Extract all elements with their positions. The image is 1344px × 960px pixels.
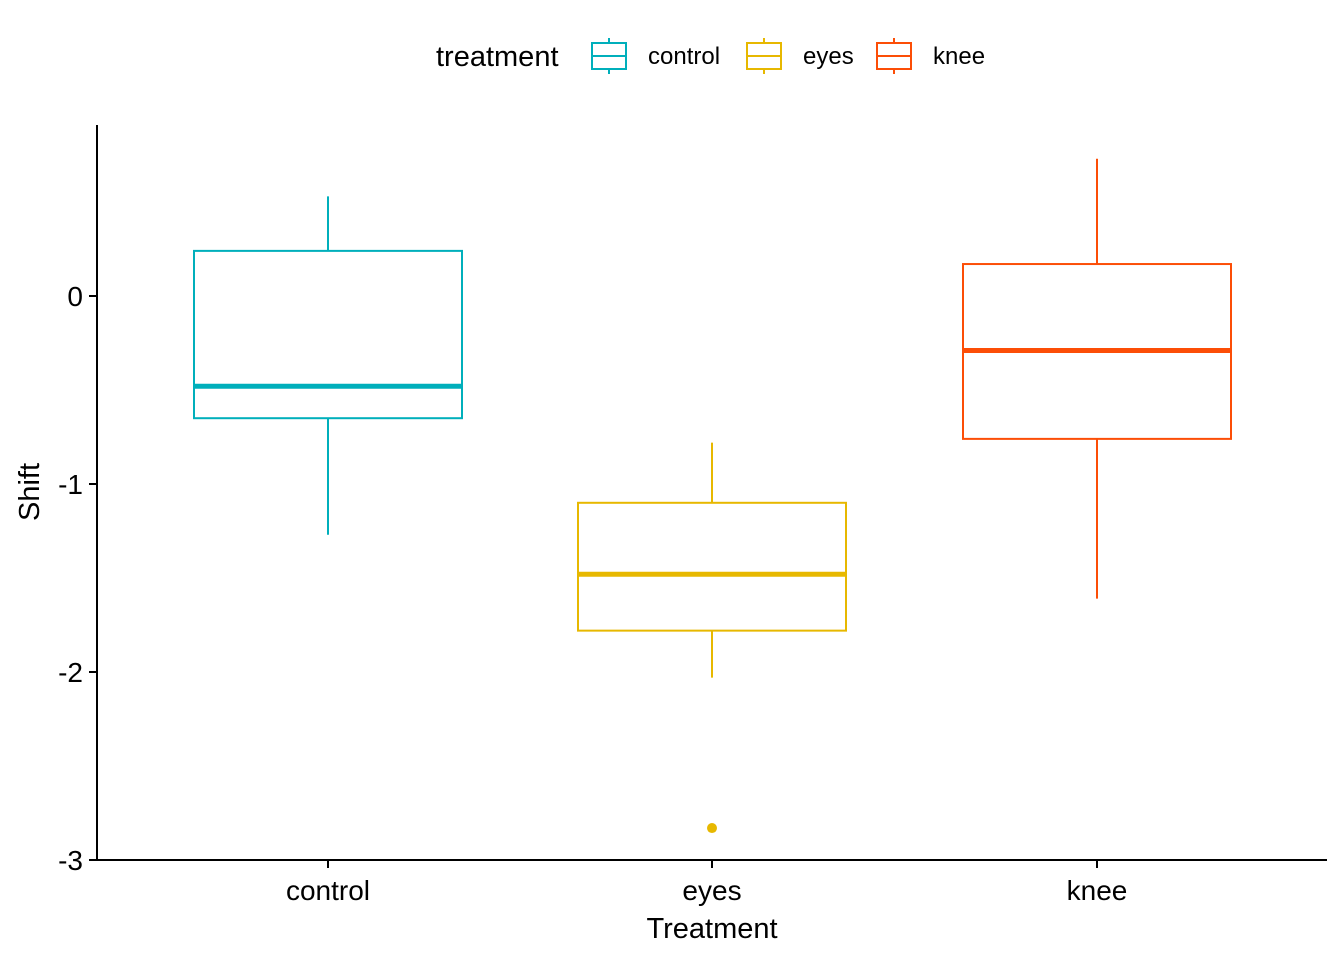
legend-key-knee [876,38,912,74]
y-tick-label: -1 [58,469,83,500]
legend-label-knee: knee [933,43,985,70]
box-iqr [193,249,463,420]
legend-label-control: control [648,43,720,70]
legend-label-eyes: eyes [803,43,854,70]
box-iqr [577,501,847,632]
plot-area [193,158,1232,834]
x-tick-label: knee [1067,875,1128,906]
legend-key-control [591,38,627,74]
box-knee [962,158,1232,599]
y-tick-label: -3 [58,845,83,876]
y-axis-title: Shift [14,463,46,521]
x-tick-label: control [286,875,370,906]
outlier-point [707,823,717,834]
y-tick-label: 0 [67,281,83,312]
legend-title: treatment [436,41,559,73]
x-axis-title: Treatment [646,913,777,945]
box-eyes [577,442,847,834]
x-tick-label: eyes [682,875,741,906]
box-control [193,196,463,535]
y-axis: 0 -1 -2 -3 [58,281,97,876]
x-axis: control eyes knee [286,860,1127,906]
legend-key-eyes [746,38,782,74]
legend: treatment control eyes knee [436,38,985,74]
y-tick-label: -2 [58,657,83,688]
